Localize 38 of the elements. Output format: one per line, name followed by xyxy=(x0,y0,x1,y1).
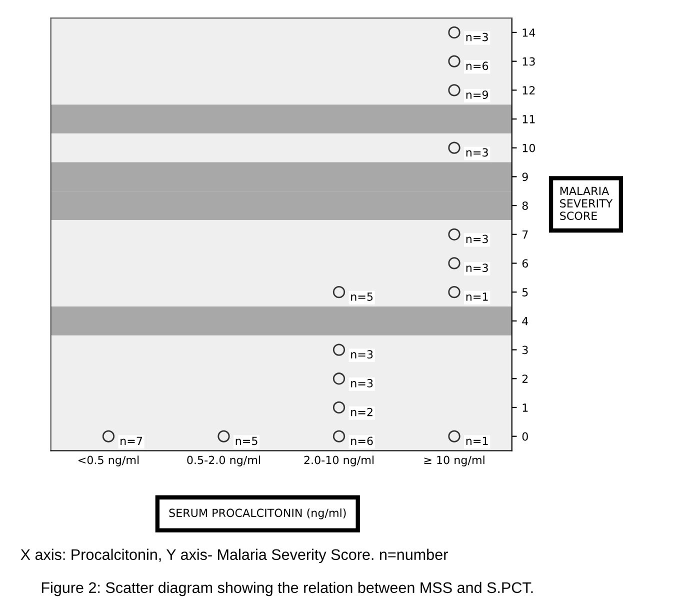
x-tick-label: 0.5-2.0 ng/ml xyxy=(187,456,260,466)
x-tick-label: ≥ 10 ng/ml xyxy=(424,456,484,466)
annotation: n=3 xyxy=(466,32,488,42)
annotation: n=3 xyxy=(466,148,488,157)
y-tick-label: 14 xyxy=(522,28,536,37)
y-tick-label: 11 xyxy=(522,115,535,124)
annotation: n=2 xyxy=(351,408,372,416)
y-tick-label: 12 xyxy=(522,86,535,94)
y-tick-label: 8 xyxy=(522,202,528,210)
annotation: n=6 xyxy=(351,436,373,446)
annotation: n=3 xyxy=(351,379,373,388)
y-tick-label: 0 xyxy=(522,432,528,441)
y-tick-label: 2 xyxy=(522,374,528,383)
y-tick-label: 7 xyxy=(522,230,528,239)
annotation: n=7 xyxy=(120,436,142,445)
annotation: n=1 xyxy=(466,292,488,301)
y-tick-label: 4 xyxy=(522,317,528,326)
annotation: n=5 xyxy=(236,436,258,446)
annotation: n=1 xyxy=(466,436,488,445)
y-tick-label: 5 xyxy=(522,288,528,296)
y-axis-title: MALARIA SEVERITY SCORE xyxy=(560,186,613,220)
y-tick-label: 10 xyxy=(522,144,536,152)
annotation: n=9 xyxy=(466,90,488,99)
annotation: n=5 xyxy=(351,292,373,301)
annotation: n=6 xyxy=(466,62,488,70)
y-tick-label: 3 xyxy=(522,346,528,354)
text: X axis: Procalcitonin, Y axis- Malaria Severity Score. n=number xyxy=(20,548,448,564)
caption: Figure 2: Scatter diagram showing the relation between MSS and S.PCT. xyxy=(42,582,533,596)
y-tick-label: 1 xyxy=(522,404,528,412)
annotation: n=3 xyxy=(351,350,373,359)
y-tick-label: 9 xyxy=(522,172,528,182)
x-tick-label: <0.5 ng/ml xyxy=(78,456,139,466)
annotation: n=3 xyxy=(466,264,488,272)
annotation: n=3 xyxy=(466,234,488,244)
x-tick-label: 2.0-10 ng/ml xyxy=(304,456,374,466)
y-tick-label: 13 xyxy=(522,57,535,66)
y-tick-label: 6 xyxy=(522,259,528,268)
x-axis-title: SERUM PROCALCITONIN (ng/ml) xyxy=(169,508,346,520)
